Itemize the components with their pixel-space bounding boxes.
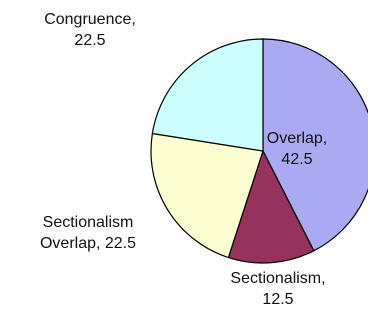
slice-label-line: 12.5 [262, 291, 293, 308]
slice-label-line: Overlap, [267, 130, 327, 147]
slice-label-line: 22.5 [74, 32, 105, 49]
slice-label-line: Overlap, 22.5 [40, 235, 136, 252]
slice-label-line: Congruence, [44, 11, 136, 28]
slice-label-congruence: Congruence, 22.5 [44, 11, 136, 49]
pie-slices [150, 38, 368, 264]
pie-slice-congruence [151, 38, 264, 152]
slice-label-line: Sectionalism, [230, 270, 325, 287]
slice-label-line: Sectionalism [43, 214, 134, 231]
pie-slice-overlap [262, 38, 368, 252]
pie-slice-sectionalism [227, 149, 315, 264]
pie-slice-sectionalism-overlap [150, 132, 264, 259]
slice-label-overlap: Overlap, 42.5 [267, 130, 327, 168]
slice-label-sectionalism: Sectionalism, 12.5 [230, 270, 325, 308]
slice-label-sectionalism-overlap: Sectionalism Overlap, 22.5 [40, 214, 136, 252]
slice-label-line: 42.5 [281, 151, 312, 168]
